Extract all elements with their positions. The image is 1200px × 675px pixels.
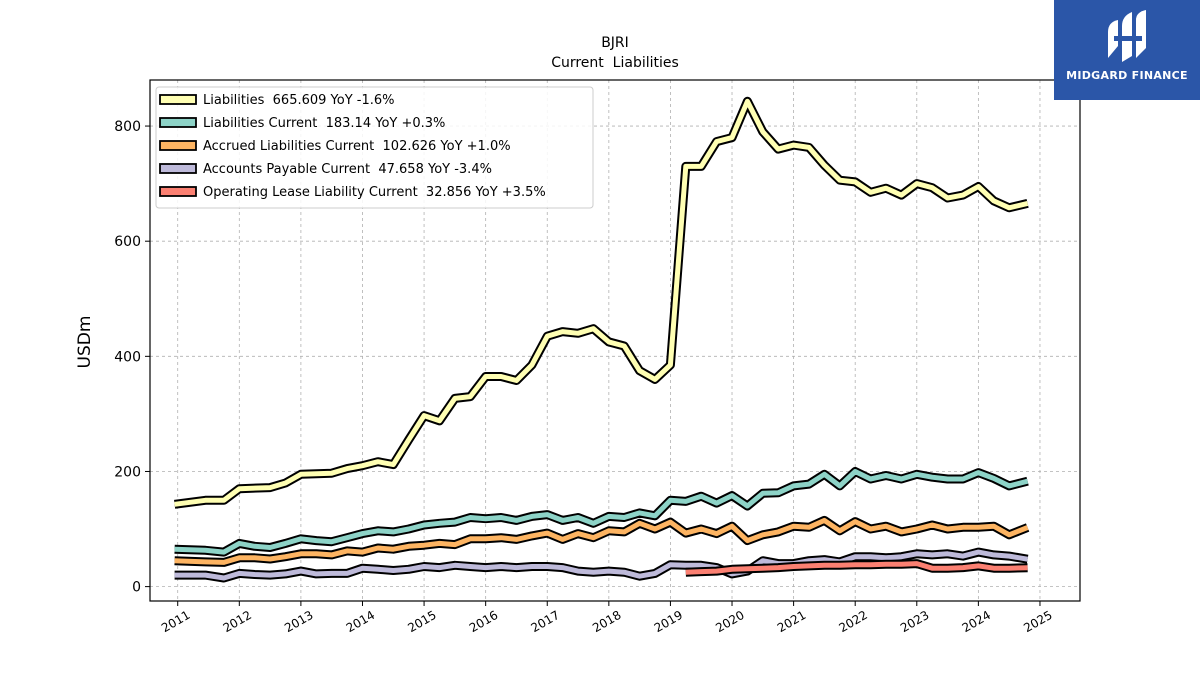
plot-frame xyxy=(149,79,1081,602)
x-tick-label: 2024 xyxy=(960,608,993,635)
x-tick-label: 2020 xyxy=(713,608,746,635)
x-tick-label: 2015 xyxy=(405,608,438,635)
x-tick-label: 2013 xyxy=(282,608,315,635)
y-tick-label: 200 xyxy=(114,464,141,480)
x-tick-label: 2014 xyxy=(344,608,377,635)
y-axis-label: USDm xyxy=(75,316,95,369)
legend-swatch xyxy=(159,140,197,151)
series-line-3 xyxy=(174,547,1029,583)
legend-swatch xyxy=(159,94,197,105)
series-stroke xyxy=(685,561,1028,575)
y-tick-label: 0 xyxy=(132,580,141,596)
series-line-4 xyxy=(685,559,1028,577)
legend-label: Accounts Payable Current 47.658 YoY -3.4… xyxy=(203,162,492,177)
series-line-2 xyxy=(174,515,1030,567)
series-line-1 xyxy=(174,467,1029,557)
legend-label: Operating Lease Liability Current 32.856… xyxy=(203,185,546,200)
y-tick-label: 600 xyxy=(114,234,141,250)
legend-label: Liabilities 665.609 YoY -1.6% xyxy=(203,93,395,108)
series-line-0 xyxy=(174,96,1029,509)
x-tick-label: 2018 xyxy=(590,608,623,635)
x-tick-label: 2012 xyxy=(221,608,254,635)
legend-label: Accrued Liabilities Current 102.626 YoY … xyxy=(203,139,511,154)
legend-swatch xyxy=(159,163,197,174)
x-tick-label: 2025 xyxy=(1021,608,1054,635)
y-tick-label: 400 xyxy=(114,349,141,365)
series-stroke xyxy=(174,549,1029,581)
x-tick-label: 2017 xyxy=(529,608,562,635)
brand-logo: MIDGARD FINANCE xyxy=(1054,0,1200,100)
chart-title: BJRI xyxy=(601,35,629,51)
legend-box xyxy=(155,86,594,209)
series-layer xyxy=(174,96,1030,583)
series-stroke xyxy=(174,98,1029,507)
x-tick-label: 2021 xyxy=(775,608,808,635)
y-tick-label: 800 xyxy=(114,119,141,135)
brand-logo-icon xyxy=(1108,10,1146,62)
brand-name: MIDGARD FINANCE xyxy=(1066,69,1188,82)
x-tick-label: 2022 xyxy=(836,608,869,635)
legend: Liabilities 665.609 YoY -1.6% Liabilities… xyxy=(155,86,594,209)
x-tick-label: 2023 xyxy=(898,608,931,635)
legend-swatch xyxy=(159,117,197,128)
series-stroke xyxy=(174,517,1029,565)
x-tick-label: 2019 xyxy=(652,608,685,635)
legend-label: Liabilities Current 183.14 YoY +0.3% xyxy=(203,116,445,131)
chart-subtitle: Current Liabilities xyxy=(551,55,679,71)
x-tick-label: 2016 xyxy=(467,608,500,635)
legend-swatch xyxy=(159,186,197,197)
x-tick-label: 2011 xyxy=(159,608,192,635)
series-stroke xyxy=(174,469,1029,555)
